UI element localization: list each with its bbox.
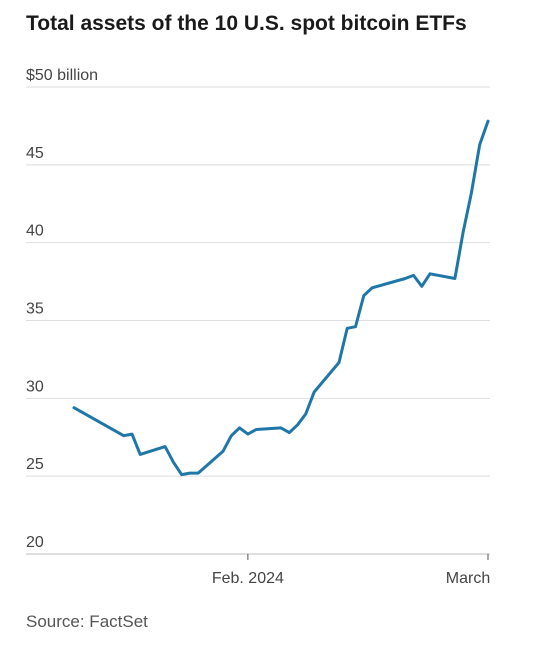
chart-title: Total assets of the 10 U.S. spot bitcoin… (26, 12, 467, 35)
y-tick-label: 45 (26, 145, 44, 162)
x-axis-ticks: Feb. 2024 March (212, 554, 490, 587)
y-tick-label: 20 (26, 534, 44, 551)
line-chart: 20 25 30 35 40 45 $50 billion Feb. 2024 March (26, 67, 490, 587)
y-tick-label: 40 (26, 223, 44, 240)
y-tick-label: 25 (26, 456, 44, 473)
y-tick-label: 35 (26, 301, 44, 318)
y-tick-label: $50 billion (26, 67, 98, 84)
gridlines (26, 86, 490, 555)
series-layer (72, 119, 490, 477)
x-tick-label: March (446, 570, 490, 587)
y-axis-labels: 20 25 30 35 40 45 $50 billion (26, 67, 98, 551)
y-tick-label: 30 (26, 378, 44, 395)
source-note: Source: FactSet (26, 612, 148, 631)
x-tick-label: Feb. 2024 (212, 570, 284, 587)
series-line-0 (72, 119, 490, 477)
